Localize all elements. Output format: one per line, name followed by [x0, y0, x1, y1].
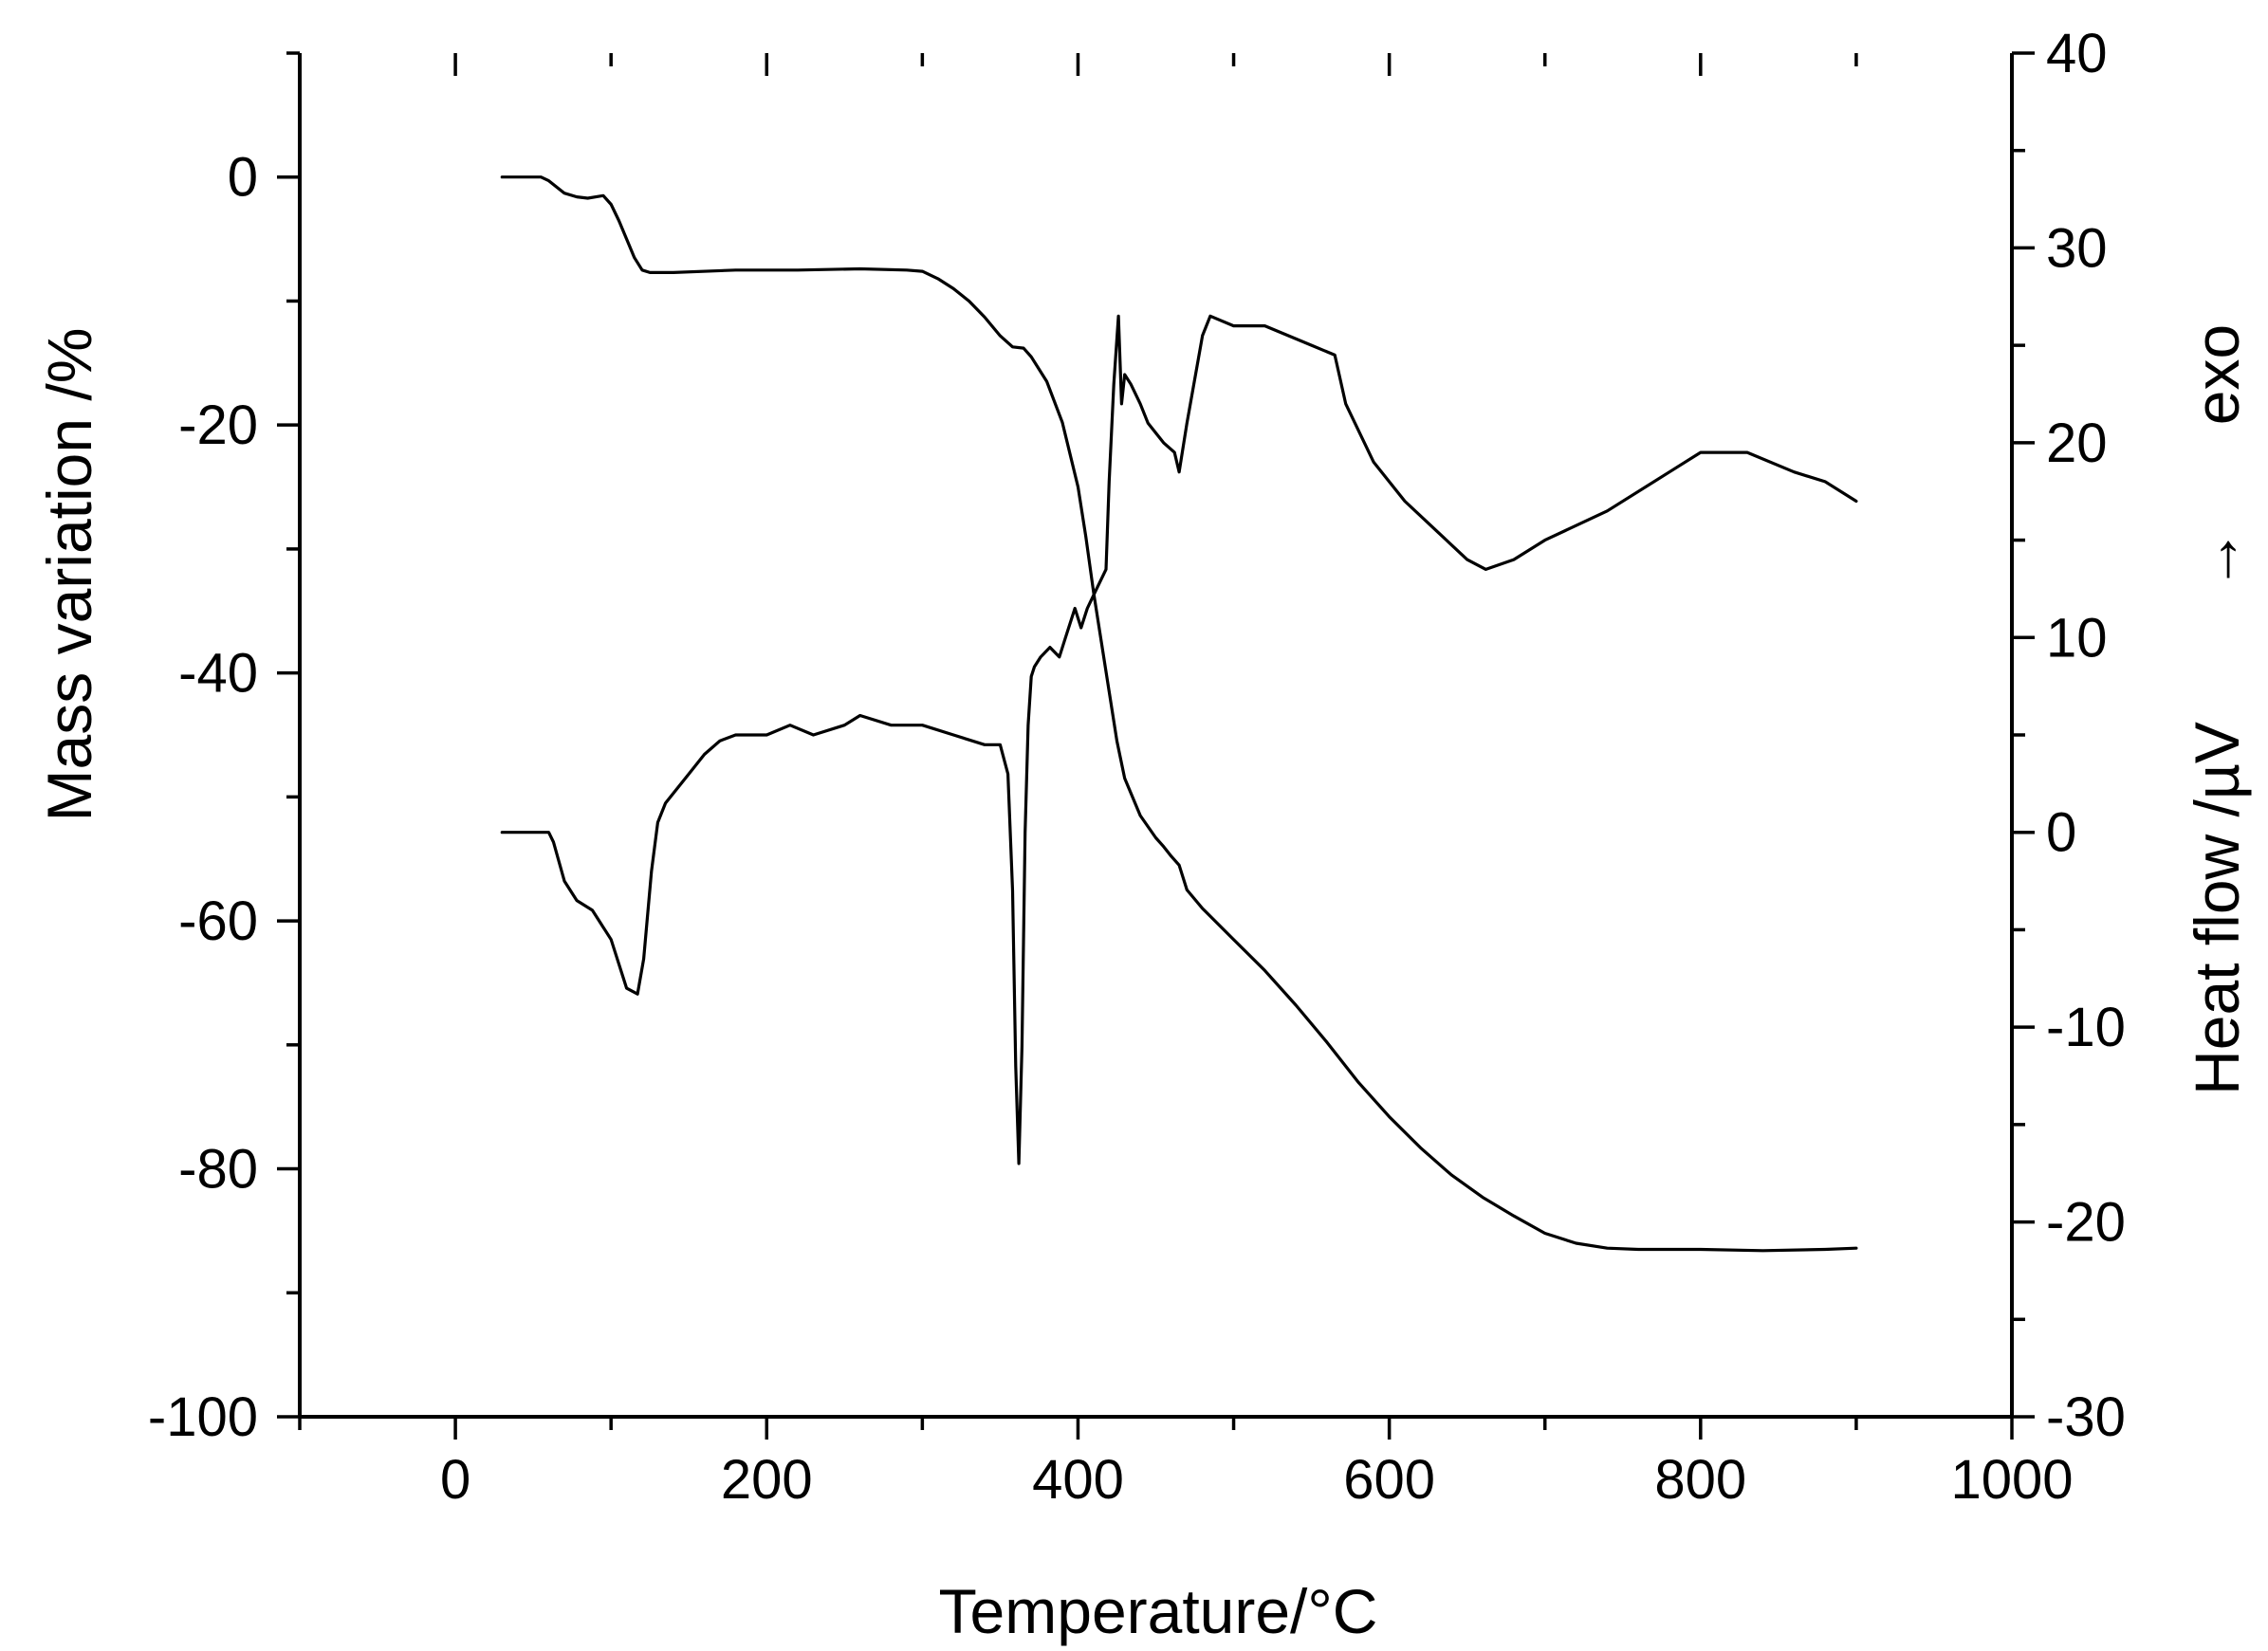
series-layer: [500, 175, 1858, 1253]
exo-arrow-icon: →: [2182, 528, 2252, 591]
right-tick-label: -20: [2046, 1192, 2126, 1254]
left-tick-label: -40: [178, 643, 258, 705]
right-tick-label: -30: [2046, 1386, 2126, 1448]
plot-frame: [298, 53, 2014, 1419]
x-tick-label: 0: [440, 1449, 470, 1511]
right-tick-label: 40: [2046, 23, 2108, 84]
right-tick-label: 30: [2046, 217, 2108, 279]
right-tick-label: 10: [2046, 607, 2108, 669]
right-tick-label: 20: [2046, 413, 2108, 474]
right-tick-label: -10: [2046, 997, 2126, 1058]
x-tick-label: 600: [1343, 1449, 1435, 1511]
x-tick-label: 200: [721, 1449, 813, 1511]
left-y-axis: 0 -20 -40 -60 -80 -100: [148, 51, 300, 1448]
left-tick-label: -60: [178, 890, 258, 952]
right-y-axis-title: Heat flow /µV: [2182, 722, 2252, 1095]
heat-flow-line: [500, 314, 1858, 1165]
right-tick-label: 0: [2046, 802, 2076, 864]
left-tick-label: -100: [148, 1386, 258, 1448]
left-y-axis-title: Mass variation /%: [34, 328, 104, 822]
left-tick-label: -20: [178, 394, 258, 456]
mass-variation-line: [500, 175, 1858, 1253]
left-tick-label: 0: [228, 147, 258, 209]
x-axis-title: Temperature/°C: [939, 1576, 1378, 1646]
left-tick-label: -80: [178, 1139, 258, 1201]
x-tick-label: 400: [1032, 1449, 1124, 1511]
x-tick-label: 1000: [1950, 1449, 2073, 1511]
exo-label: exo: [2182, 324, 2252, 425]
right-y-axis: 40 30 20 10 0 -10 -20 -30: [2012, 23, 2126, 1448]
x-axis: 0 200 400 600 800 1000: [298, 53, 2074, 1511]
x-tick-label: 800: [1654, 1449, 1746, 1511]
